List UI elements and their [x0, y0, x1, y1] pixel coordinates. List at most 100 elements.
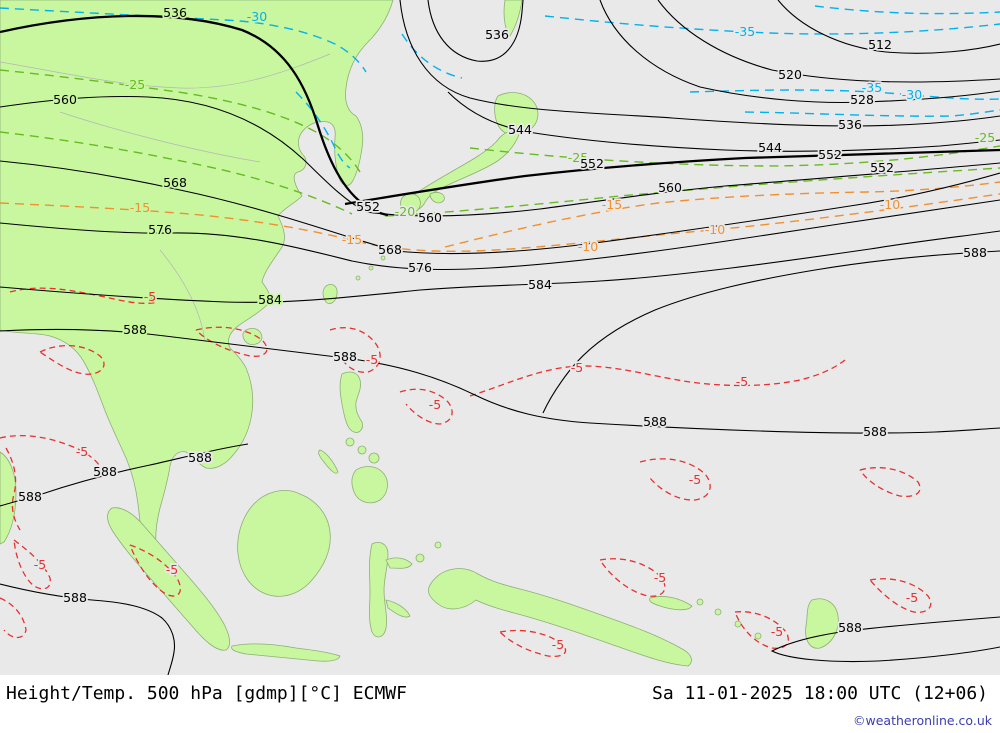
height-contour-588-south [0, 328, 1000, 434]
height-contour-588-north-branch [542, 250, 1000, 414]
temp-contour-minus5-15 [195, 326, 268, 357]
contour-label: -5 [34, 557, 46, 572]
height-contour-560-east [365, 162, 1000, 217]
temp-contour-minus5-16 [859, 467, 921, 498]
height-contour-536-bold [0, 14, 389, 217]
contour-label: 588 [963, 245, 987, 260]
temp-contour-minus5-1 [9, 287, 159, 304]
height-contour-552-bold [344, 148, 1000, 206]
coastline-visayas-1 [345, 437, 355, 447]
contour-label: 588 [93, 464, 117, 479]
contour-label: -10 [880, 197, 900, 212]
contour-label: 588 [63, 590, 87, 605]
coastline-visayas-2 [357, 445, 367, 455]
contour-label: 560 [658, 180, 682, 195]
height-contour-520 [657, 0, 1000, 83]
contour-label: 584 [258, 292, 282, 307]
temp-contour-minus10 [444, 181, 1000, 248]
contour-label: -25 [975, 130, 995, 145]
coastline-borneo [237, 490, 331, 597]
contour-label: -5 [144, 289, 156, 304]
contour-label: -5 [76, 444, 88, 459]
weather-map: 536 -30 536 -35 512 520 -35 -30 528 536 -25 560 544 5… [0, 0, 1000, 675]
coastline-hainan [242, 328, 263, 345]
temp-contour-minus5-2 [39, 344, 105, 375]
coastline-visayas-3 [368, 452, 380, 464]
height-contour-544 [447, 91, 1000, 152]
temp-contour-minus5-7 [399, 388, 453, 425]
contour-label: 552 [356, 199, 380, 214]
contour-label: 568 [378, 242, 402, 257]
contour-label: -5 [771, 624, 783, 639]
contour-label: 544 [508, 122, 532, 137]
height-contour-584 [0, 230, 1000, 303]
temp-contour-corner [814, 5, 1000, 15]
coastline-mindanao [351, 466, 388, 504]
temp-contour-minus5-9 [639, 458, 711, 501]
contour-labels-layer: 536 -30 536 -35 512 520 -35 -30 528 536 -25 560 544 5… [16, 3, 997, 654]
contour-label: 568 [163, 175, 187, 190]
chart-valid-time: Sa 11-01-2025 18:00 UTC (12+06) [652, 683, 988, 704]
contour-label: 588 [333, 349, 357, 364]
coastline-palawan [318, 449, 339, 474]
contour-label: 512 [868, 37, 892, 52]
height-contour-588-sumatra [0, 583, 176, 675]
contour-label: -30 [247, 9, 267, 24]
coastline-sumatra [107, 507, 230, 651]
temp-contour-minus5-13 [499, 629, 567, 658]
contour-label: -5 [689, 472, 701, 487]
coastline-island-dot-5 [415, 553, 425, 563]
country-border-1 [0, 53, 331, 89]
contour-label: 552 [818, 147, 842, 162]
coastline-bougainville [805, 598, 839, 649]
coastline-island-dot-4 [754, 632, 762, 640]
contour-label: 536 [485, 27, 509, 42]
temp-contour-minus30 [0, 7, 367, 73]
temp-contour-minus35-top [544, 15, 1000, 35]
temp-contour-minus20-west [0, 131, 353, 215]
contour-label: -10 [705, 222, 725, 237]
contour-label: -30 [902, 87, 922, 102]
height-contour-576 [0, 199, 1000, 271]
contour-label: 544 [758, 140, 782, 155]
country-border-2 [59, 111, 261, 163]
coastline-island-dot-1 [696, 598, 704, 606]
coastline-ryukyu-4 [355, 275, 361, 281]
contour-label: -20 [395, 204, 415, 219]
coastline-new-guinea [428, 568, 692, 667]
temp-contour-minus5-4 [13, 539, 51, 590]
temp-contour-minus30-east [744, 109, 1000, 117]
contour-label: -25 [568, 150, 588, 165]
temp-contour-minus20-east [384, 167, 1000, 217]
temp-contour-minus15 [0, 193, 1000, 252]
info-bar: Height/Temp. 500 hPa [gdmp][°C] ECMWF Sa… [0, 675, 1000, 733]
temp-contour-minus25-west [0, 69, 361, 173]
height-contour-536-trough [427, 0, 524, 62]
contour-label: -10 [578, 239, 598, 254]
country-border-3 [159, 249, 206, 341]
contour-label: 552 [580, 156, 604, 171]
contour-label: -5 [552, 637, 564, 652]
contour-label: 588 [643, 414, 667, 429]
contour-label: 588 [123, 322, 147, 337]
contour-label: -35 [862, 80, 882, 95]
coastline-ryukyu-3 [368, 265, 374, 271]
coastline-shikoku [429, 192, 445, 204]
contour-label: 576 [148, 222, 172, 237]
contour-label: 560 [418, 210, 442, 225]
coastline-sulawesi-arm-south [385, 599, 411, 618]
temp-contour-minus25-east [469, 145, 1000, 167]
contour-label: -15 [130, 200, 150, 215]
height-contour-588-southeast [770, 616, 1000, 663]
temp-contour-minus5-5 [129, 544, 181, 597]
contour-label: -15 [342, 232, 362, 247]
map-area: 536 -30 536 -35 512 520 -35 -30 528 536 -25 560 544 5… [0, 0, 1000, 675]
coastline-new-britain [649, 596, 693, 611]
temp-contour-minus5-14 [0, 597, 27, 639]
height-contour-588-malaysia [0, 443, 249, 507]
copyright-link[interactable]: ©weatheronline.co.uk [853, 713, 992, 728]
temp-contour-minus5-17 [5, 447, 21, 531]
temp-contour-minus5-6 [329, 327, 381, 373]
contour-label: -5 [366, 352, 378, 367]
